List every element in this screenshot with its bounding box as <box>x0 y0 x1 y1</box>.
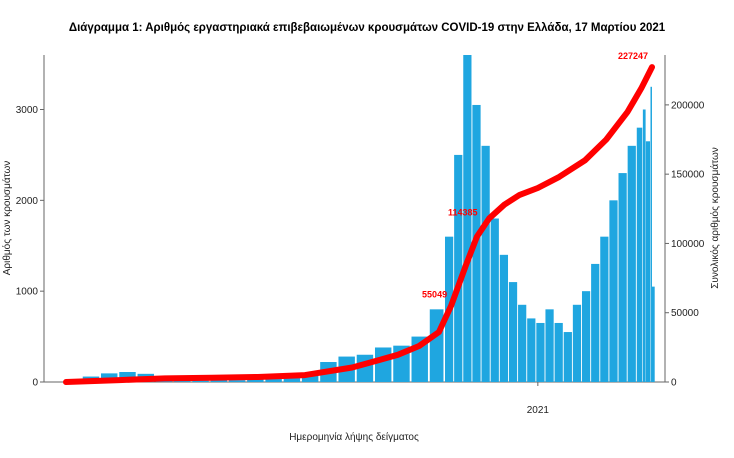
bar <box>600 236 609 382</box>
bar <box>454 154 463 382</box>
left-tick-label: 2000 <box>16 196 39 207</box>
bar <box>636 127 643 383</box>
bar <box>508 282 518 382</box>
x-tick-label: 2021 <box>527 405 550 416</box>
x-axis-label: Ημερομηνία λήψης δείγματος <box>289 431 419 443</box>
bar <box>554 322 563 382</box>
left-axis-ticks: 0 1000 2000 3000 <box>16 105 44 389</box>
bar <box>247 379 264 382</box>
cumulative-line-series <box>63 64 655 385</box>
bar <box>301 373 319 382</box>
bar <box>518 304 527 382</box>
bar <box>192 380 209 382</box>
bar <box>283 377 301 382</box>
bar <box>481 145 490 382</box>
bar <box>490 218 499 382</box>
bar <box>210 379 228 382</box>
bar <box>527 318 536 382</box>
right-axis-ticks: 0 50000 100000 150000 200000 <box>665 100 705 389</box>
x-axis-ticks: 2021 <box>527 382 550 416</box>
bar <box>374 347 392 382</box>
left-tick-label: 0 <box>32 378 38 389</box>
bar <box>652 286 655 382</box>
right-tick-label: 100000 <box>671 239 705 250</box>
right-tick-label: 200000 <box>671 100 705 111</box>
right-tick-label: 0 <box>671 378 677 389</box>
bar <box>609 200 618 382</box>
bar <box>627 145 636 382</box>
bar <box>642 109 646 382</box>
line-data-label: 227247 <box>618 51 648 61</box>
bar <box>591 263 600 382</box>
line-data-label: 114385 <box>448 208 478 218</box>
chart-title: Διάγραμμα 1: Αριθμός εργαστηριακά επιβεβ… <box>68 22 666 34</box>
line-data-label: 55049 <box>422 290 447 300</box>
bar <box>545 309 554 382</box>
bar <box>563 332 572 382</box>
bar <box>650 86 652 383</box>
bar <box>499 254 509 382</box>
bar <box>645 141 651 382</box>
bar <box>536 322 545 382</box>
y-axis-right-label: Συνολικός αριθμός κρουσμάτων <box>709 147 721 289</box>
bar <box>228 380 246 382</box>
bar-series <box>82 55 655 383</box>
annotations: 227247 55049 114385 <box>422 51 648 300</box>
bar <box>463 55 472 382</box>
y-axis-left-label: Αριθμός των κρουσμάτων <box>1 161 13 276</box>
bar <box>572 304 582 382</box>
cumulative-line <box>63 64 655 385</box>
left-tick-label: 3000 <box>16 105 39 116</box>
left-tick-label: 1000 <box>16 287 39 298</box>
bar <box>265 378 282 382</box>
right-tick-label: 150000 <box>671 170 705 181</box>
bar <box>618 173 627 382</box>
bar <box>581 291 591 382</box>
right-tick-label: 50000 <box>671 308 699 319</box>
